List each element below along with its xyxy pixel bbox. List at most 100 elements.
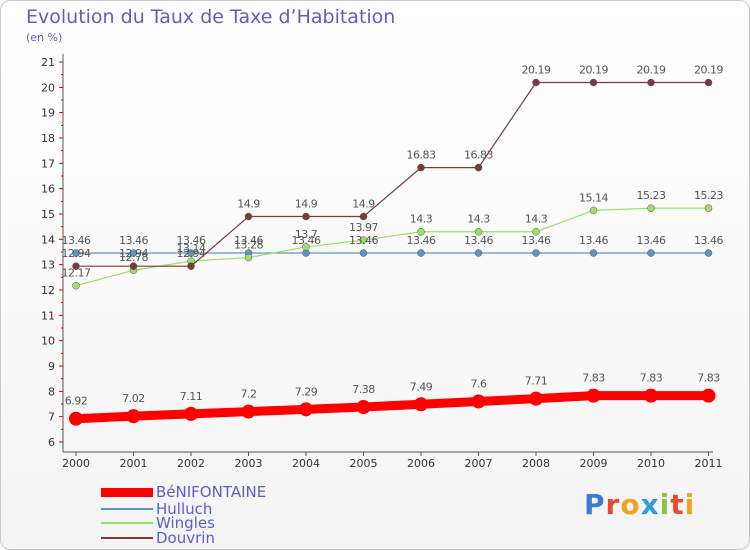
data-label-hulluch: 13.46 — [579, 234, 608, 247]
data-label-douvrin: 16.83 — [464, 149, 493, 162]
data-point-douvrin — [359, 212, 368, 221]
data-point-benifontaine — [471, 394, 486, 409]
data-point-benifontaine — [299, 402, 313, 417]
data-label-benifontaine: 7.02 — [122, 392, 145, 405]
data-label-wingles: 14.3 — [525, 213, 548, 226]
x-tick-label: 2000 — [62, 457, 90, 470]
data-label-hulluch: 13.46 — [407, 234, 436, 247]
data-point-douvrin — [647, 78, 655, 87]
data-point-douvrin — [72, 262, 80, 270]
x-tick-label: 2007 — [465, 457, 493, 470]
data-label-hulluch: 13.46 — [522, 234, 551, 247]
data-point-benifontaine — [126, 409, 141, 424]
data-label-wingles: 13.7 — [295, 228, 318, 241]
y-tick-label: 14 — [41, 233, 55, 246]
data-point-douvrin — [187, 262, 195, 270]
data-label-douvrin: 20.19 — [637, 64, 666, 77]
data-point-wingles — [302, 243, 310, 251]
data-point-hulluch — [129, 249, 138, 257]
data-label-benifontaine: 7.2 — [241, 388, 257, 401]
data-label-benifontaine: 6.92 — [65, 395, 88, 408]
data-point-wingles — [704, 204, 713, 212]
data-label-hulluch: 13.46 — [119, 234, 148, 247]
data-point-benifontaine — [644, 388, 658, 403]
data-point-wingles — [474, 227, 483, 236]
data-point-benifontaine — [184, 406, 198, 421]
data-label-douvrin: 16.83 — [407, 149, 436, 162]
x-tick-label: 2002 — [177, 457, 205, 470]
legend-swatch-wingles — [101, 522, 153, 524]
data-point-hulluch — [704, 249, 713, 257]
y-tick-label: 13 — [41, 259, 55, 272]
data-label-douvrin: 12.94 — [177, 247, 206, 260]
y-tick-label: 15 — [41, 208, 55, 221]
data-label-douvrin: 20.19 — [579, 64, 608, 77]
y-tick-label: 16 — [41, 183, 55, 196]
data-label-wingles: 12.17 — [62, 267, 91, 280]
series-line-douvrin — [75, 81, 710, 267]
proxiti-logo: Proxiti — [584, 488, 696, 521]
legend-swatch-benifontaine — [101, 488, 153, 497]
data-label-wingles: 15.23 — [694, 189, 723, 202]
data-point-benifontaine — [701, 388, 716, 403]
chart-title: Evolution du Taux de Taxe d’Habitation — [26, 6, 396, 28]
data-point-wingles — [244, 253, 253, 262]
legend-swatch-douvrin — [101, 537, 153, 539]
data-point-benifontaine — [356, 400, 371, 415]
data-point-wingles — [532, 227, 540, 236]
data-point-douvrin — [589, 78, 598, 87]
data-point-benifontaine — [586, 388, 601, 403]
data-point-hulluch — [589, 249, 598, 257]
data-label-hulluch: 13.46 — [292, 234, 321, 247]
x-tick-label: 2004 — [292, 457, 320, 470]
data-label-benifontaine: 7.71 — [525, 375, 548, 388]
data-label-wingles: 13.97 — [349, 221, 378, 234]
x-tick-label: 2003 — [235, 457, 263, 470]
data-label-benifontaine: 7.83 — [582, 372, 605, 385]
x-tick-label: 2009 — [580, 457, 608, 470]
legend-swatch-hulluch — [101, 508, 153, 510]
data-point-wingles — [589, 206, 598, 215]
data-point-hulluch — [532, 249, 540, 257]
data-label-benifontaine: 7.11 — [180, 390, 203, 403]
data-label-wingles: 15.23 — [637, 189, 666, 202]
data-label-benifontaine: 7.83 — [640, 372, 663, 385]
data-label-douvrin: 20.19 — [522, 64, 551, 77]
data-label-benifontaine: 7.49 — [410, 380, 433, 393]
y-tick-label: 9 — [48, 360, 55, 373]
data-point-wingles — [72, 281, 80, 290]
y-tick-label: 19 — [41, 107, 55, 120]
data-point-wingles — [647, 204, 655, 212]
y-tick-label: 18 — [41, 132, 55, 145]
y-tick-label: 20 — [41, 81, 55, 94]
data-label-hulluch: 13.46 — [177, 234, 206, 247]
data-label-hulluch: 13.46 — [694, 234, 723, 247]
data-point-douvrin — [244, 212, 253, 221]
data-label-douvrin: 14.9 — [352, 198, 375, 211]
data-label-douvrin: 14.9 — [237, 198, 260, 211]
data-point-hulluch — [647, 249, 655, 257]
data-point-benifontaine — [69, 411, 83, 426]
y-tick-label: 17 — [41, 157, 55, 170]
data-label-benifontaine: 7.83 — [697, 372, 720, 385]
data-point-douvrin — [302, 212, 310, 221]
data-point-hulluch — [359, 249, 368, 257]
data-label-hulluch: 13.46 — [464, 234, 493, 247]
data-point-wingles — [359, 236, 368, 244]
series-line-wingles — [75, 207, 710, 287]
data-point-wingles — [417, 227, 425, 236]
data-point-hulluch — [474, 249, 483, 257]
data-label-wingles: 14.3 — [467, 213, 490, 226]
data-point-benifontaine — [529, 391, 543, 406]
y-tick-label: 6 — [48, 436, 55, 449]
data-label-wingles: 14.3 — [410, 213, 433, 226]
data-label-benifontaine: 7.6 — [471, 377, 487, 390]
data-point-douvrin — [129, 262, 138, 270]
data-label-douvrin: 20.19 — [694, 64, 723, 77]
data-point-benifontaine — [414, 397, 428, 412]
data-label-douvrin: 12.94 — [119, 247, 148, 260]
legend-label-hulluch: Hulluch — [156, 500, 213, 518]
data-label-benifontaine: 7.38 — [352, 383, 375, 396]
